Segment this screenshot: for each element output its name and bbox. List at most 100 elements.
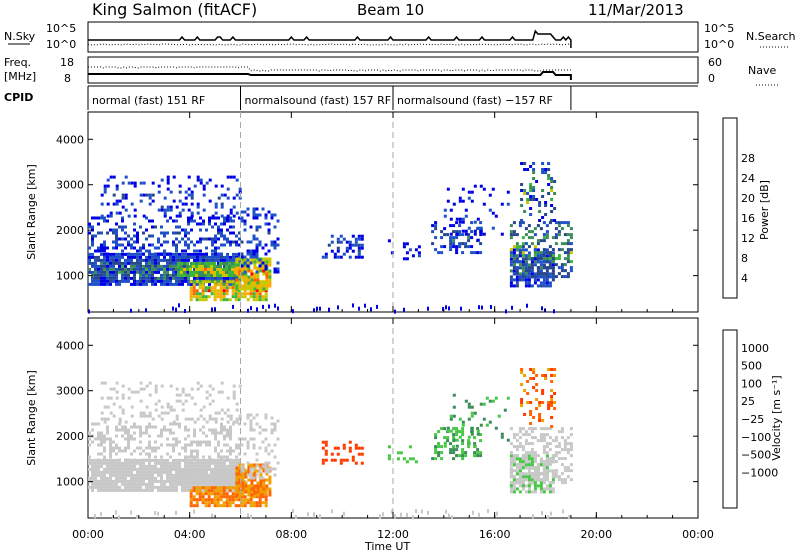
echo-cell <box>247 287 251 291</box>
echo-cell <box>222 471 225 474</box>
echo-cell <box>458 199 462 203</box>
echo-cell <box>536 257 540 261</box>
time-tick-label: 20:00 <box>580 528 612 541</box>
echo-cell <box>527 463 531 467</box>
echo-cell <box>169 461 172 465</box>
echo-cell <box>177 274 180 277</box>
echo-cell <box>118 261 121 265</box>
echo-cell <box>524 284 528 288</box>
echo-cell <box>106 273 109 277</box>
echo-cell <box>443 227 447 231</box>
echo-cell <box>151 193 155 197</box>
echo-cell <box>530 284 534 288</box>
echo-cell <box>142 482 145 486</box>
echo-cell <box>210 492 214 496</box>
echo-cell <box>548 484 552 488</box>
echo-cell <box>443 444 447 448</box>
echo-cell <box>118 479 121 483</box>
echo-cell <box>387 457 391 461</box>
echo-cell <box>241 475 245 479</box>
echo-cell <box>231 495 235 499</box>
echo-cell <box>238 452 241 456</box>
echo-cell <box>136 473 139 477</box>
echo-cell <box>509 457 513 461</box>
echo-cell <box>106 184 110 188</box>
echo-cell <box>533 460 537 464</box>
echo-cell <box>396 451 400 455</box>
echo-cell <box>527 484 531 488</box>
echo-cell <box>172 461 175 465</box>
frequency-panel: Freq. [MHz] 18 8 60 0 Nave <box>4 56 780 86</box>
echo-cell <box>357 446 361 450</box>
echo-cell <box>264 446 268 450</box>
echo-cell <box>204 268 207 271</box>
echo-cell <box>455 438 459 442</box>
echo-cell <box>187 222 190 226</box>
echo-cell <box>434 436 438 440</box>
echo-cell <box>238 478 242 482</box>
echo-cell <box>569 454 573 458</box>
echo-cell <box>538 404 542 407</box>
echo-cell <box>214 252 217 256</box>
echo-cell <box>207 280 211 284</box>
echo-cell <box>130 270 133 274</box>
echo-cell <box>551 269 555 273</box>
echo-cell <box>539 433 543 437</box>
echo-cell <box>180 262 183 265</box>
echo-cell <box>189 474 192 477</box>
echo-cell <box>542 466 546 470</box>
echo-cell <box>160 279 163 283</box>
echo-cell <box>124 470 127 474</box>
echo-cell <box>166 264 169 268</box>
echo-cell <box>521 460 525 464</box>
echo-cell <box>187 216 190 220</box>
echo-cell <box>560 478 564 482</box>
echo-cell <box>190 190 194 194</box>
echo-cell <box>494 214 498 218</box>
echo-cell <box>545 472 549 476</box>
echo-cell <box>193 482 196 486</box>
echo-cell <box>240 464 244 468</box>
echo-cell <box>115 470 118 474</box>
echo-cell <box>219 477 222 480</box>
echo-cell <box>545 427 549 431</box>
echo-cell <box>124 193 128 197</box>
echo-cell <box>166 443 169 447</box>
echo-cell <box>225 262 228 265</box>
echo-cell <box>536 239 540 243</box>
echo-cell <box>563 448 567 452</box>
echo-cell <box>536 463 540 467</box>
echo-cell <box>127 243 130 247</box>
echo-cell <box>330 240 334 244</box>
echo-cell <box>550 186 554 189</box>
echo-cell <box>106 405 110 409</box>
echo-cell <box>526 168 530 171</box>
echo-cell <box>527 469 531 473</box>
echo-cell <box>136 514 138 519</box>
echo-cell <box>223 482 226 486</box>
echo-cell <box>509 427 513 431</box>
echo-cell <box>88 267 91 271</box>
echo-cell <box>518 263 522 267</box>
echo-cell <box>124 196 128 200</box>
echo-cell <box>100 270 103 274</box>
echo-cell <box>515 245 519 249</box>
echo-cell <box>181 252 184 256</box>
echo-cell <box>214 258 217 262</box>
echo-cell <box>133 270 136 274</box>
echo-cell <box>229 216 232 220</box>
echo-cell <box>235 455 238 459</box>
echo-cell <box>521 251 525 255</box>
echo-cell <box>210 271 213 274</box>
echo-cell <box>551 251 555 255</box>
echo-cell <box>250 493 254 497</box>
echo-cell <box>530 478 534 482</box>
echo-cell <box>518 460 522 464</box>
echo-cell <box>330 458 334 462</box>
echo-cell <box>252 298 256 302</box>
echo-cell <box>455 236 459 240</box>
echo-cell <box>249 504 253 508</box>
echo-cell <box>539 254 543 258</box>
echo-cell <box>542 427 546 431</box>
echo-cell <box>183 268 186 271</box>
